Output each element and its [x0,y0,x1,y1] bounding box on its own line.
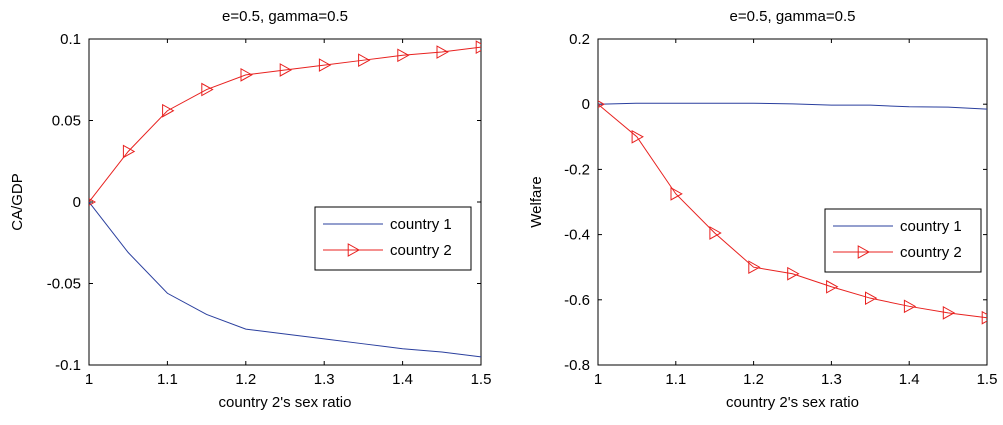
series-country-2 [89,40,481,206]
data-point [279,63,293,77]
data-point [942,305,956,320]
x-tick-label: 1.5 [977,371,998,388]
x-axis-label: country 2's sex ratio [726,394,859,411]
x-tick-label: 1.1 [157,371,178,388]
y-tick-label: 0.1 [60,31,81,48]
y-tick-label: -0.1 [55,357,81,374]
series-country-1 [89,201,481,358]
data-point [358,53,371,68]
x-tick-label: 1.4 [392,371,413,388]
series-country-2 [598,100,987,325]
data-point [89,198,97,206]
data-point [318,58,332,72]
data-point [397,48,410,63]
x-tick-label: 1 [85,371,93,388]
x-axis-label: country 2's sex ratio [219,394,352,411]
legend-box [314,206,472,271]
data-point [631,129,644,144]
data-point [475,40,481,54]
legend-label: country 1 [900,218,962,235]
data-point [826,279,839,294]
data-point [670,187,683,201]
data-point [598,100,606,109]
x-tick-label: 1.3 [821,371,842,388]
data-point [865,291,878,306]
chart-1: e=0.5, gamma=0.5 1 1.1 1.2 1.3 1.4 1.5 -0.1 -0.0… [9,8,491,411]
y-tick-label: -0.8 [564,357,590,374]
legend-label: country 2 [390,242,452,259]
legend-item: country 1 [833,218,962,235]
y-tick-label: 0.05 [52,113,81,130]
chart-title: e=0.5, gamma=0.5 [222,8,348,25]
legend: country 1 country 2 [314,206,472,271]
legend: country 1 country 2 [824,208,982,273]
data-point [162,103,175,118]
data-point [787,266,800,281]
data-point [122,144,136,159]
series-line [89,46,481,203]
legend-label: country 2 [900,244,962,261]
data-point [903,299,917,314]
legend-marker [857,245,871,259]
data-point [981,310,987,325]
legend-item: country 2 [323,242,452,259]
data-point [436,45,449,59]
series-line [598,102,987,110]
chart-2: e=0.5, gamma=0.5 1 1.1 1.2 1.3 1.4 1.5 -0.8 -0.6… [528,8,997,411]
y-tick-label: -0.6 [564,292,590,309]
series-line [89,201,481,358]
data-point [201,82,214,97]
y-tick-label: -0.2 [564,161,590,178]
y-axis-label: Welfare [528,176,545,227]
y-axis-label: CA/GDP [9,173,26,231]
x-tick-label: 1.2 [235,371,256,388]
y-tick-label: -0.4 [564,227,590,244]
y-tick-label: 0.2 [569,31,590,48]
y-tick-label: 0 [582,96,590,113]
legend-box [824,208,982,273]
legend-item: country 1 [323,216,452,233]
chart-title: e=0.5, gamma=0.5 [730,8,856,25]
series-line [598,103,987,319]
plot-area [88,38,482,366]
x-tick-label: 1.5 [471,371,492,388]
data-point [240,68,253,82]
data-point [709,226,722,240]
x-tick-label: 1.4 [899,371,920,388]
legend-item: country 2 [833,244,962,261]
series-country-1 [598,102,987,110]
x-tick-label: 1 [594,371,602,388]
x-tick-label: 1.1 [665,371,686,388]
legend-label: country 1 [390,216,452,233]
y-tick-label: 0 [73,194,81,211]
legend-marker [347,243,361,257]
data-point [748,260,761,275]
x-tick-label: 1.2 [743,371,764,388]
plot-area [597,38,988,366]
x-tick-label: 1.3 [314,371,335,388]
y-tick-label: -0.05 [47,276,81,293]
